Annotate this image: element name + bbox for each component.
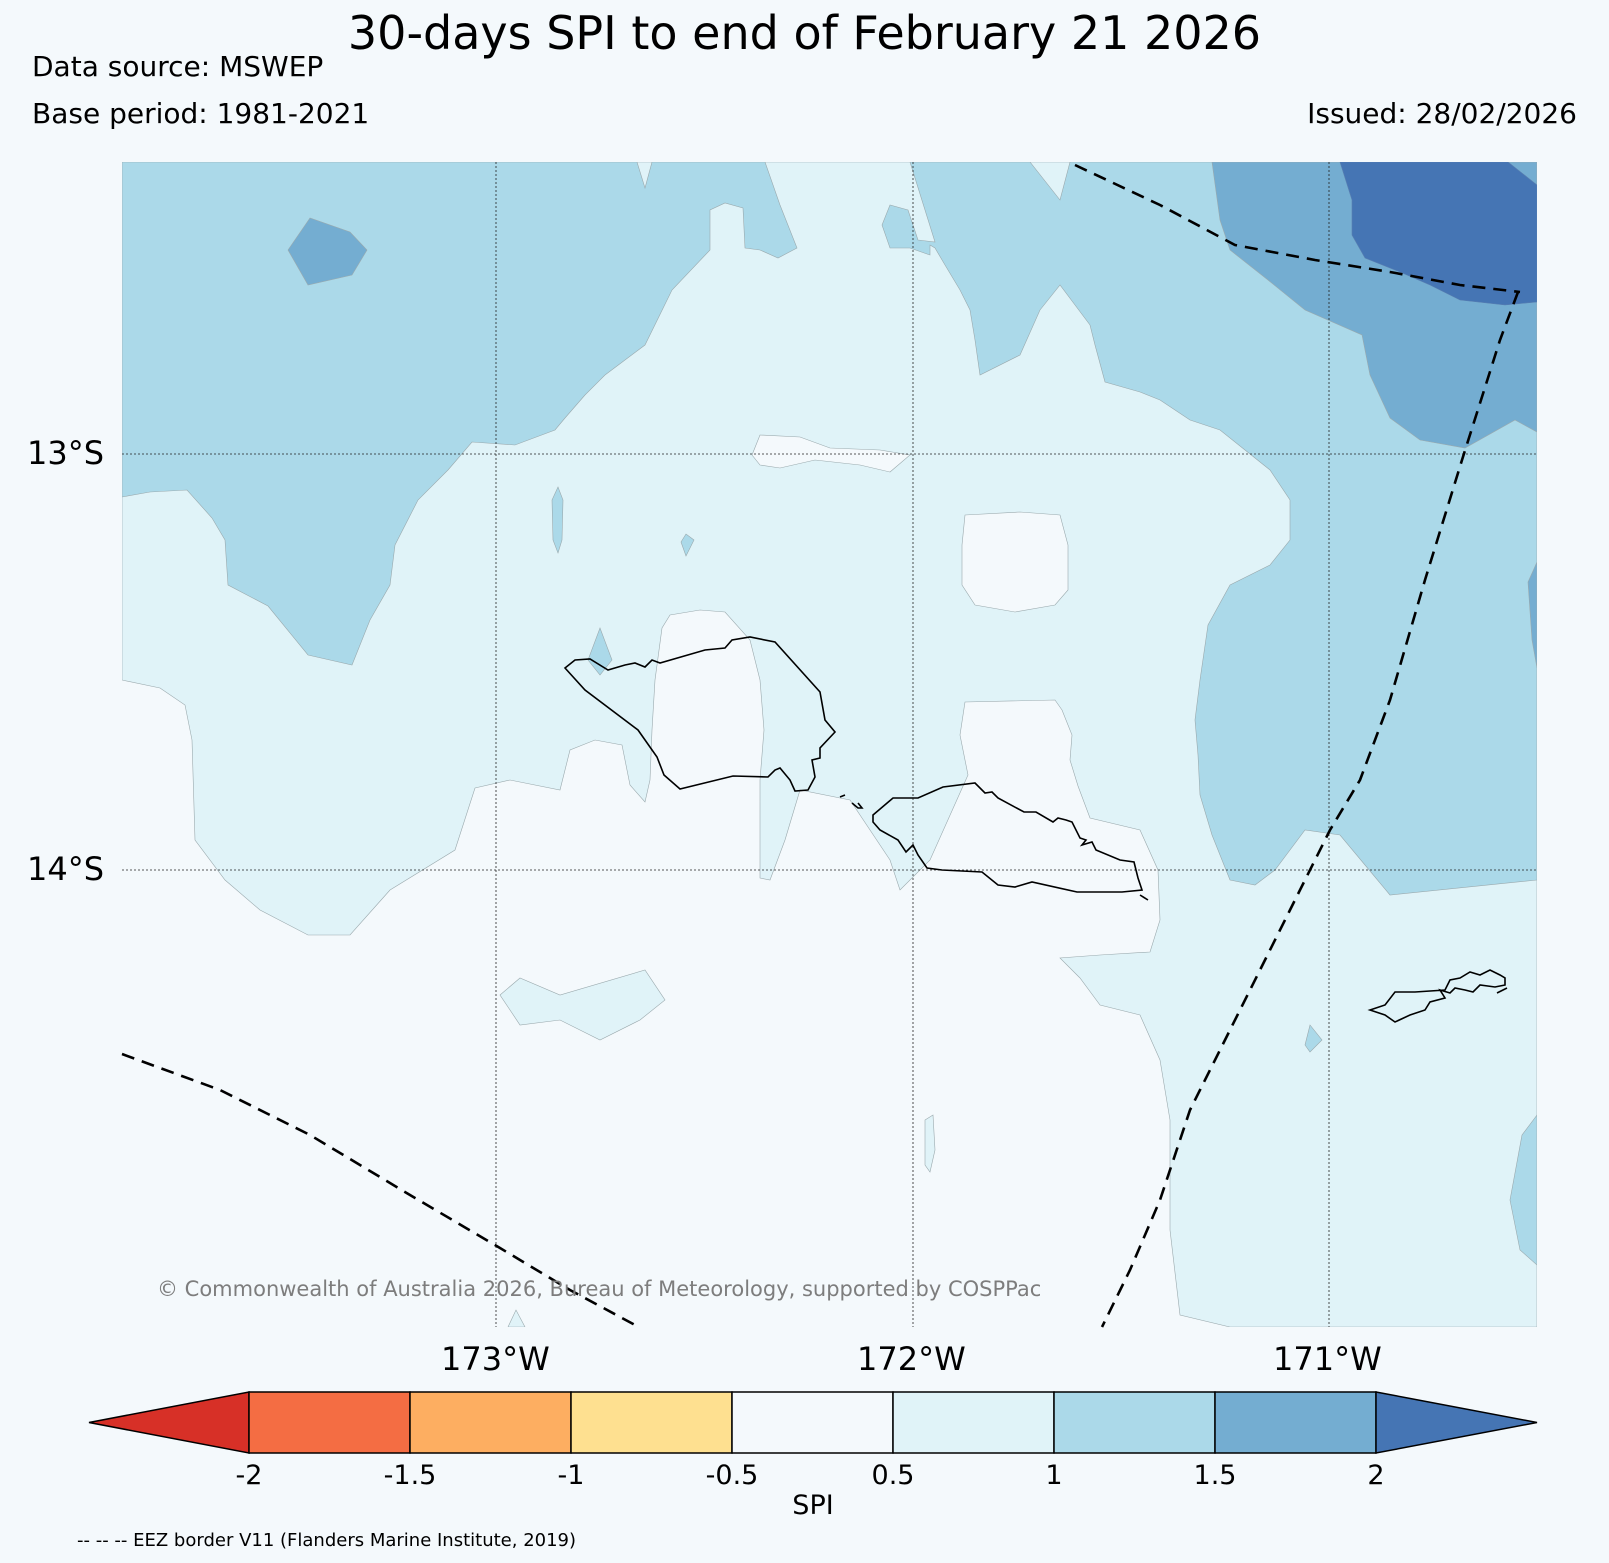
spi-patch-normal [751,434,911,473]
copyright-notice: © Commonwealth of Australia 2026, Bureau… [157,1277,1042,1301]
spi-patch-0-5-to-1 [507,1309,526,1327]
lon-label-172w: 172°W [857,1340,966,1378]
lat-label-14s: 14°S [27,850,105,888]
spi-patch-normal [961,511,1069,613]
spi-patch-0-5-to-1 [924,1114,936,1173]
eez-legend-note: -- -- -- EEZ border V11 (Flanders Marine… [77,1530,577,1551]
colorbar-tick: 0.5 [871,1460,915,1491]
base-period-label: Base period: 1981-2021 [32,97,370,130]
spi-band-1-5-to-2 [287,217,368,286]
manono-coastline [839,794,864,809]
spi-band-1-to-1-5 [122,162,798,666]
spi-band-above-2 [1339,162,1537,306]
colorbar-title: SPI [792,1490,834,1521]
colorbar-tick: -2 [235,1460,263,1491]
upolu-coastline [872,782,1144,893]
upolu-east-tip [1139,894,1149,901]
colorbar-tick: 1.5 [1193,1460,1237,1491]
colorbar-extend-high [1375,1391,1538,1454]
eez-borders [121,163,1521,1328]
colorbar-segment [892,1391,1055,1454]
spi-patch-1-to-1-5 [680,533,695,557]
lat-label-13s: 13°S [27,434,105,472]
colorbar-tick: -1 [557,1460,585,1491]
eez-border-southwest [121,1052,636,1327]
issued-date-label: Issued: 28/02/2026 [1307,97,1577,130]
spi-patch-1-to-1-5 [587,627,613,676]
data-source-label: Data source: MSWEP [32,50,324,83]
colorbar-segment [1214,1391,1377,1454]
tutuila-coastline [1367,969,1506,1023]
spi-patch-1-to-1-5 [1304,1024,1323,1053]
colorbar-segment [248,1391,411,1454]
spi-patch-1-to-1-5 [499,969,666,1041]
colorbar-segment [731,1391,894,1454]
spi-patch-1-to-1-5 [551,486,564,554]
eez-border-east [1100,291,1520,1328]
spi-band-1-5-to-2 [1527,561,1537,669]
lon-label-171w: 171°W [1273,1340,1382,1378]
colorbar-tick: -0.5 [705,1460,759,1491]
coastlines [563,636,1508,1023]
colorbar-tick: 1 [1045,1460,1063,1491]
aunuu-coastline [1496,987,1508,994]
colorbar-tick: -1.5 [383,1460,437,1491]
colorbar-extend-low [88,1391,250,1454]
colorbar-tick: 2 [1367,1460,1385,1491]
lon-label-173w: 173°W [441,1340,550,1378]
eez-border-north [1074,163,1521,294]
colorbar-segment [1053,1391,1216,1454]
spi-contour-layer [122,162,1537,1327]
map-title: 30-days SPI to end of February 21 2026 [347,6,1262,60]
colorbar-segment [409,1391,572,1454]
savaii-coastline [563,636,837,792]
spi-patch-1-to-1-5 [1509,1114,1537,1266]
colorbar [88,1391,1538,1454]
colorbar-segment [570,1391,733,1454]
spi-band-0-5-to-1 [122,162,1537,1327]
